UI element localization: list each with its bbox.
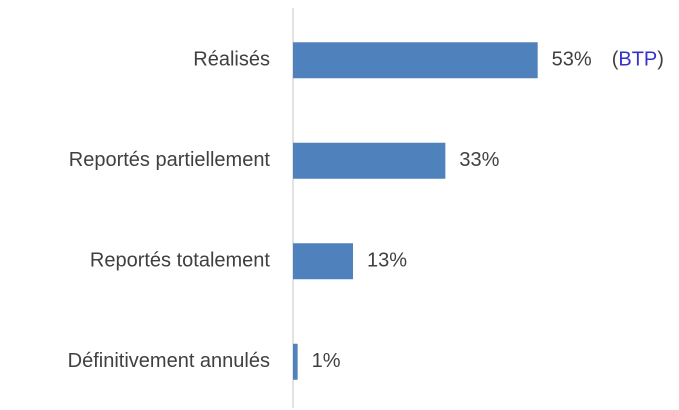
bar [293, 142, 446, 179]
category-label: Reportés totalement [90, 250, 271, 272]
category-label: Reportés partiellement [69, 149, 271, 171]
value-label: 53% [552, 49, 592, 71]
category-label: Réalisés [193, 49, 270, 71]
category-label: Définitivement annulés [68, 350, 270, 372]
annotation-part: BTP [618, 49, 657, 71]
bar [293, 243, 354, 280]
bar [293, 343, 298, 380]
value-label: 1% [312, 350, 341, 372]
annotation-part: ( [612, 49, 619, 71]
annotation-part: ) [657, 49, 664, 71]
bar [293, 42, 538, 79]
value-label: 33% [459, 149, 499, 171]
value-label: 13% [367, 250, 407, 272]
annotation: (BTP) [612, 49, 664, 71]
